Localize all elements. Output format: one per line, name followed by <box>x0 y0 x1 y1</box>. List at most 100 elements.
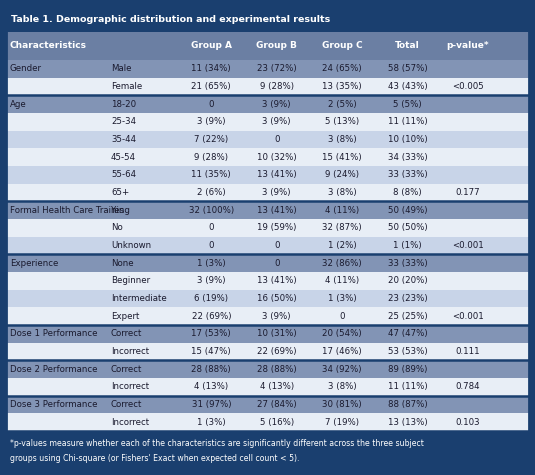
Text: 0: 0 <box>339 312 345 321</box>
Text: 5 (16%): 5 (16%) <box>259 418 294 427</box>
Text: Table 1. Demographic distribution and experimental results: Table 1. Demographic distribution and ex… <box>11 15 330 23</box>
Bar <box>6 6 529 32</box>
Bar <box>6 32 529 60</box>
Text: Incorrect: Incorrect <box>111 418 149 427</box>
Text: 6 (19%): 6 (19%) <box>194 294 228 303</box>
Text: 10 (32%): 10 (32%) <box>257 152 296 162</box>
Text: 0.784: 0.784 <box>455 382 480 391</box>
Text: 3 (8%): 3 (8%) <box>328 382 356 391</box>
Bar <box>6 113 529 131</box>
Text: 28 (88%): 28 (88%) <box>257 365 296 374</box>
Text: 35-44: 35-44 <box>111 135 136 144</box>
Text: 10 (31%): 10 (31%) <box>257 329 296 338</box>
Text: 3 (9%): 3 (9%) <box>197 117 226 126</box>
Text: 50 (49%): 50 (49%) <box>388 206 427 215</box>
Text: 9 (28%): 9 (28%) <box>259 82 294 91</box>
Bar <box>6 184 529 201</box>
Text: 13 (35%): 13 (35%) <box>322 82 362 91</box>
Text: 1 (1%): 1 (1%) <box>393 241 422 250</box>
Bar <box>6 78 529 95</box>
Text: 0.103: 0.103 <box>455 418 480 427</box>
Bar <box>6 431 529 469</box>
Text: 34 (92%): 34 (92%) <box>322 365 362 374</box>
Text: 0: 0 <box>209 223 214 232</box>
Bar <box>6 307 529 325</box>
Text: 18-20: 18-20 <box>111 100 136 109</box>
Text: 3 (9%): 3 (9%) <box>262 312 291 321</box>
Text: 45-54: 45-54 <box>111 152 136 162</box>
Bar <box>6 325 529 342</box>
Text: 55-64: 55-64 <box>111 171 136 180</box>
Text: 13 (41%): 13 (41%) <box>257 171 296 180</box>
Text: 3 (8%): 3 (8%) <box>328 135 356 144</box>
Text: 13 (41%): 13 (41%) <box>257 206 296 215</box>
Text: 10 (10%): 10 (10%) <box>387 135 427 144</box>
Bar <box>6 95 529 113</box>
Text: 22 (69%): 22 (69%) <box>257 347 296 356</box>
Text: 0: 0 <box>274 135 279 144</box>
Text: 4 (11%): 4 (11%) <box>325 276 359 285</box>
Text: Yes: Yes <box>111 206 125 215</box>
Text: Unknown: Unknown <box>111 241 151 250</box>
Text: Female: Female <box>111 82 142 91</box>
Text: 15 (47%): 15 (47%) <box>192 347 231 356</box>
Text: Total: Total <box>395 41 420 50</box>
Text: Age: Age <box>10 100 27 109</box>
Text: 88 (87%): 88 (87%) <box>387 400 427 409</box>
Text: 1 (3%): 1 (3%) <box>197 259 226 268</box>
Text: 16 (50%): 16 (50%) <box>257 294 296 303</box>
Text: Dose 3 Performance: Dose 3 Performance <box>10 400 97 409</box>
Text: Correct: Correct <box>111 365 142 374</box>
Text: 11 (34%): 11 (34%) <box>192 64 231 73</box>
Text: 0.111: 0.111 <box>455 347 480 356</box>
Text: 31 (97%): 31 (97%) <box>192 400 231 409</box>
Text: Formal Health Care Training: Formal Health Care Training <box>10 206 130 215</box>
Text: 22 (69%): 22 (69%) <box>192 312 231 321</box>
Text: Dose 2 Performance: Dose 2 Performance <box>10 365 97 374</box>
Text: 3 (9%): 3 (9%) <box>262 188 291 197</box>
Text: 0: 0 <box>274 241 279 250</box>
Text: 9 (24%): 9 (24%) <box>325 171 359 180</box>
Text: 33 (33%): 33 (33%) <box>387 171 427 180</box>
Text: Incorrect: Incorrect <box>111 382 149 391</box>
Text: 8 (8%): 8 (8%) <box>393 188 422 197</box>
Text: 13 (13%): 13 (13%) <box>387 418 427 427</box>
Text: Gender: Gender <box>10 64 42 73</box>
Text: 5 (13%): 5 (13%) <box>325 117 359 126</box>
Text: 3 (9%): 3 (9%) <box>262 117 291 126</box>
Text: Group C: Group C <box>322 41 362 50</box>
Text: 3 (9%): 3 (9%) <box>197 276 226 285</box>
Text: 0.177: 0.177 <box>455 188 480 197</box>
Text: 11 (11%): 11 (11%) <box>387 382 427 391</box>
Text: Experience: Experience <box>10 259 58 268</box>
Text: 13 (41%): 13 (41%) <box>257 276 296 285</box>
Bar <box>6 148 529 166</box>
Text: 21 (65%): 21 (65%) <box>192 82 231 91</box>
Text: Male: Male <box>111 64 132 73</box>
Text: 9 (28%): 9 (28%) <box>194 152 228 162</box>
Text: Characteristics: Characteristics <box>10 41 87 50</box>
Bar <box>6 272 529 290</box>
Bar <box>6 413 529 431</box>
Text: 4 (13%): 4 (13%) <box>194 382 228 391</box>
Bar <box>6 131 529 148</box>
Text: No: No <box>111 223 123 232</box>
Text: 1 (2%): 1 (2%) <box>328 241 356 250</box>
Text: 20 (20%): 20 (20%) <box>387 276 427 285</box>
Bar <box>6 201 529 219</box>
Text: 0: 0 <box>209 241 214 250</box>
Text: 7 (22%): 7 (22%) <box>194 135 228 144</box>
Text: 25-34: 25-34 <box>111 117 136 126</box>
Text: 89 (89%): 89 (89%) <box>388 365 427 374</box>
Text: 32 (86%): 32 (86%) <box>322 259 362 268</box>
Text: <0.001: <0.001 <box>452 312 484 321</box>
Text: Dose 1 Performance: Dose 1 Performance <box>10 329 97 338</box>
Text: 23 (72%): 23 (72%) <box>257 64 296 73</box>
Text: 3 (8%): 3 (8%) <box>328 188 356 197</box>
Text: <0.001: <0.001 <box>452 241 484 250</box>
Text: 28 (88%): 28 (88%) <box>192 365 231 374</box>
Text: 50 (50%): 50 (50%) <box>387 223 427 232</box>
Text: None: None <box>111 259 134 268</box>
Text: 1 (3%): 1 (3%) <box>197 418 226 427</box>
Text: 43 (43%): 43 (43%) <box>387 82 427 91</box>
